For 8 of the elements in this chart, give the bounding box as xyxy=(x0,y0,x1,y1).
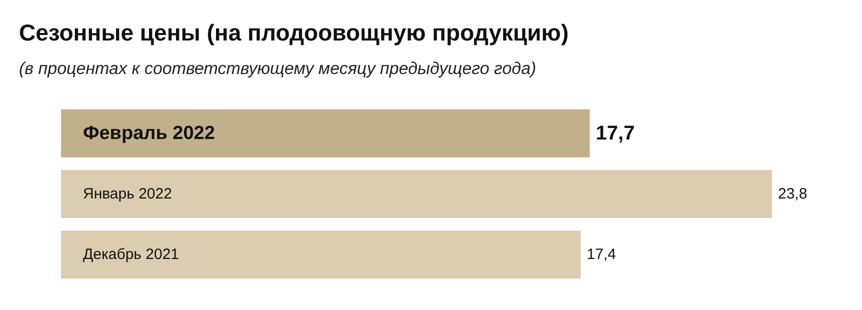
data-label: 23,8 xyxy=(778,186,808,202)
y-tick-label: Февраль 2022 xyxy=(83,122,215,144)
chart-subtitle: (в процентах к соответствующему месяцу предыдущего года) xyxy=(19,59,536,78)
y-tick-label: Январь 2022 xyxy=(83,186,172,202)
data-label: 17,4 xyxy=(586,246,616,264)
data-label: 17,7 xyxy=(596,122,635,144)
chart-title: Сезонные цены (на плодоовощную продукцию) xyxy=(19,20,569,46)
y-tick-label: Декабрь 2021 xyxy=(83,246,180,264)
